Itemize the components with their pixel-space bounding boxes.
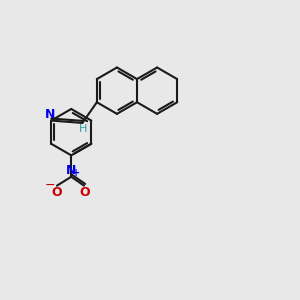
Text: O: O bbox=[51, 186, 62, 199]
Text: O: O bbox=[79, 186, 90, 199]
Text: +: + bbox=[72, 168, 80, 178]
Text: −: − bbox=[45, 178, 55, 192]
Text: N: N bbox=[66, 164, 76, 177]
Text: H: H bbox=[80, 124, 88, 134]
Text: N: N bbox=[45, 107, 55, 121]
